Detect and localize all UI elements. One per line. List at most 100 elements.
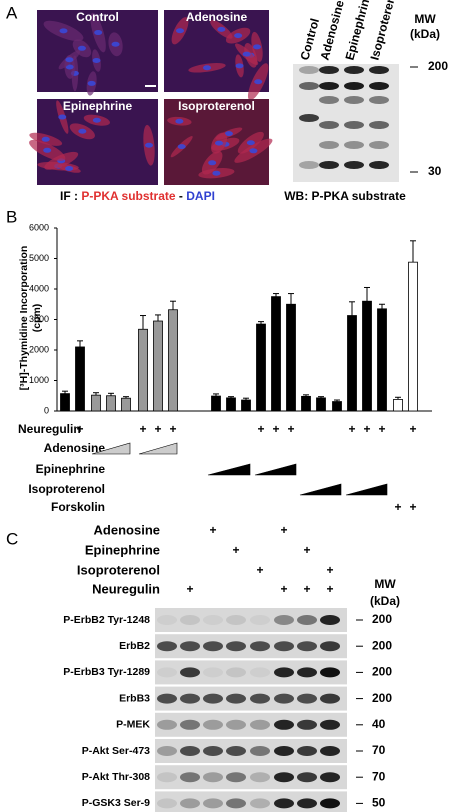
bar bbox=[241, 399, 251, 412]
band bbox=[297, 667, 317, 678]
plus-mark: + bbox=[257, 422, 264, 436]
image-label: Adenosine bbox=[186, 10, 248, 24]
nucleus bbox=[242, 51, 251, 57]
plus-mark: + bbox=[186, 582, 193, 596]
y-tick-label: 3000 bbox=[29, 314, 49, 324]
panel-letter: A bbox=[6, 3, 18, 22]
plus-mark: + bbox=[76, 422, 83, 436]
band bbox=[157, 693, 177, 704]
row-label: ErbB2 bbox=[119, 640, 150, 652]
y-axis-label-line: [³H]-Thymidine Incorporation bbox=[18, 246, 30, 391]
y-tick-label: 1000 bbox=[29, 375, 49, 385]
nucleus bbox=[59, 28, 68, 34]
bar bbox=[211, 395, 221, 412]
nucleus bbox=[253, 44, 262, 50]
band bbox=[203, 746, 223, 756]
band bbox=[226, 693, 246, 704]
nucleus bbox=[65, 57, 74, 63]
row-label: P-ErbB3 Tyr-1289 bbox=[63, 666, 150, 678]
row-label: P-ErbB2 Tyr-1248 bbox=[63, 614, 150, 626]
bar bbox=[347, 315, 357, 412]
band bbox=[203, 693, 223, 704]
y-tick-label: 6000 bbox=[29, 222, 49, 232]
band bbox=[274, 772, 294, 783]
nucleus bbox=[92, 58, 101, 64]
nucleus bbox=[111, 41, 120, 47]
nucleus bbox=[235, 63, 244, 69]
bar bbox=[75, 346, 85, 412]
plus-mark: + bbox=[326, 582, 333, 596]
band bbox=[369, 121, 389, 129]
bar bbox=[226, 397, 236, 412]
bar bbox=[362, 300, 372, 412]
band bbox=[274, 641, 294, 652]
bar bbox=[60, 393, 70, 412]
band bbox=[203, 615, 223, 625]
plus-mark: + bbox=[378, 422, 385, 436]
image-label: Control bbox=[76, 10, 119, 24]
bar bbox=[138, 328, 148, 412]
bar bbox=[408, 261, 418, 412]
band bbox=[157, 772, 177, 783]
nucleus bbox=[217, 26, 226, 32]
mw-marker: 200 bbox=[372, 612, 392, 626]
band bbox=[297, 693, 317, 704]
band bbox=[157, 798, 177, 809]
y-axis-label: [³H]-Thymidine Incorporation(cpm) bbox=[18, 246, 43, 391]
band bbox=[344, 96, 364, 104]
nucleus bbox=[41, 136, 50, 142]
band bbox=[319, 66, 339, 74]
band bbox=[157, 719, 177, 730]
y-axis-label-line: (cpm) bbox=[31, 304, 43, 333]
plus-mark: + bbox=[169, 422, 176, 436]
treatment-label: Isoproterenol bbox=[28, 482, 105, 496]
treatment-label: Adenosine bbox=[94, 522, 160, 537]
band bbox=[320, 641, 340, 652]
band bbox=[250, 615, 270, 625]
band bbox=[203, 719, 223, 730]
band bbox=[297, 798, 317, 809]
if-caption: IF : P-PKA substrate - DAPI bbox=[60, 189, 215, 203]
bar bbox=[301, 395, 311, 412]
mw-marker: 200 bbox=[372, 638, 392, 652]
nucleus bbox=[65, 64, 74, 70]
nucleus bbox=[224, 131, 233, 137]
mw-title: MW bbox=[414, 12, 436, 26]
plus-mark: + bbox=[326, 563, 333, 577]
mw-unit: (kDa) bbox=[370, 594, 400, 608]
band bbox=[180, 746, 200, 756]
nucleus bbox=[215, 140, 224, 146]
dose-triangle bbox=[91, 442, 131, 455]
band bbox=[157, 615, 177, 625]
band bbox=[344, 121, 364, 129]
wb-caption: WB: P-PKA substrate bbox=[284, 189, 406, 203]
band bbox=[180, 798, 200, 809]
caption-stain: DAPI bbox=[186, 189, 215, 203]
treatment-label: Epinephrine bbox=[85, 542, 160, 557]
bar bbox=[168, 309, 178, 412]
band bbox=[180, 693, 200, 704]
dose-triangle bbox=[207, 463, 251, 476]
treatment-label: Neuregulin bbox=[92, 581, 160, 596]
bar bbox=[153, 320, 163, 412]
band bbox=[297, 772, 317, 783]
bar bbox=[271, 296, 281, 412]
band bbox=[299, 114, 319, 122]
row-label: ErbB3 bbox=[119, 692, 150, 704]
treatment-label: Neuregulin bbox=[18, 422, 81, 436]
band bbox=[320, 615, 340, 625]
band bbox=[320, 746, 340, 756]
plus-mark: + bbox=[256, 563, 263, 577]
band bbox=[320, 798, 340, 809]
treatment-label: Forskolin bbox=[51, 500, 105, 514]
band bbox=[226, 615, 246, 625]
mw-marker: 70 bbox=[372, 743, 386, 757]
nucleus bbox=[65, 165, 74, 171]
plus-mark: + bbox=[409, 500, 416, 514]
plus-mark: + bbox=[303, 543, 310, 557]
band bbox=[226, 746, 246, 756]
dose-triangle bbox=[254, 463, 297, 476]
band bbox=[319, 82, 339, 90]
nucleus bbox=[254, 79, 263, 85]
band bbox=[297, 641, 317, 652]
